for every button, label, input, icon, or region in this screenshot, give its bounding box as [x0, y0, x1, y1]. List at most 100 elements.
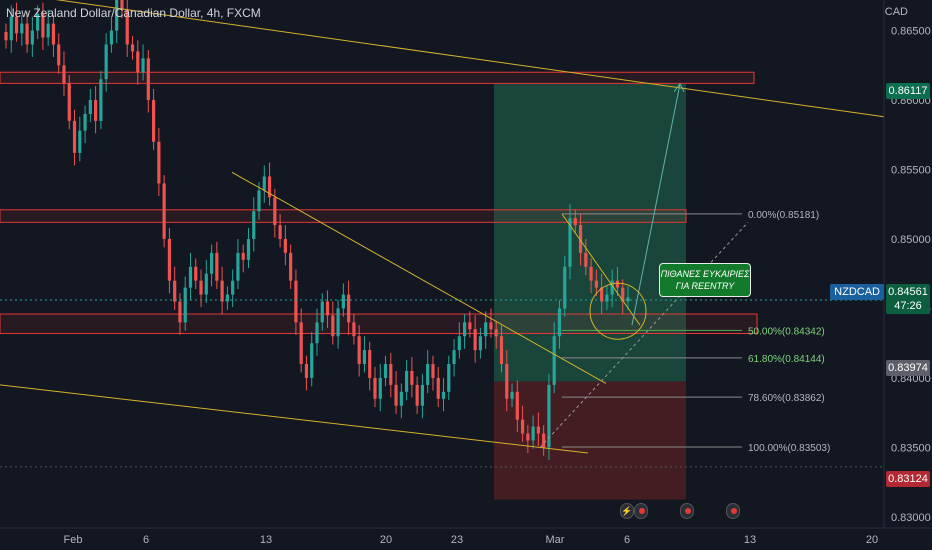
economic-event-icon[interactable] — [680, 503, 694, 519]
time-tick-label: 6 — [143, 534, 149, 546]
candle-body — [236, 252, 240, 281]
candle-body — [51, 23, 56, 45]
candle-body — [573, 218, 577, 226]
loss-zone — [494, 381, 686, 500]
candle-body — [542, 433, 546, 448]
candle-body — [373, 377, 377, 399]
candle-body — [99, 79, 103, 121]
candle-body — [136, 51, 140, 73]
candle-body — [605, 294, 609, 302]
time-tick-label: Mar — [546, 534, 565, 546]
sr-zone-box — [0, 209, 687, 223]
candle-body — [225, 294, 229, 302]
economic-event-icon[interactable] — [634, 503, 648, 519]
candle-body — [14, 16, 19, 34]
candle-body — [431, 364, 435, 378]
candle-body — [420, 384, 425, 406]
candle-body — [336, 308, 340, 337]
candle-body — [510, 391, 514, 399]
fib-level-label: 0.00%(0.85181) — [748, 210, 819, 221]
candle-body — [231, 280, 235, 295]
candle-body — [478, 336, 483, 351]
candle-body — [394, 384, 398, 406]
candle-body — [289, 252, 293, 281]
candle-body — [146, 58, 150, 101]
time-tick-label: 6 — [624, 534, 630, 546]
time-tick-label: 20 — [866, 534, 878, 546]
time-tick-label: Feb — [64, 534, 83, 546]
candle-body — [278, 225, 282, 239]
candle-body — [141, 58, 145, 73]
candle-body — [283, 238, 287, 253]
candle-body — [109, 30, 114, 45]
candle-body — [178, 301, 182, 323]
candle-body — [241, 252, 245, 260]
reentry-note-line1: ΠΙΘΑΝΕΣ ΕΥΚΑΙΡΙΕΣ — [660, 269, 750, 279]
candle-body — [568, 218, 572, 267]
candle-body — [62, 65, 66, 84]
candle-body — [399, 391, 403, 406]
candle-body — [104, 44, 108, 80]
axis-currency-label: CAD — [884, 6, 908, 18]
candle-body — [83, 113, 87, 131]
candle-body — [557, 308, 562, 337]
candle-body — [410, 370, 414, 385]
candle-body — [188, 266, 193, 288]
price-tick-label: 0.85000 — [891, 234, 931, 246]
candle-body — [273, 197, 277, 226]
chart-title: New Zealand Dollar/Canadian Dollar, 4h, … — [6, 6, 261, 20]
candle-body — [320, 301, 324, 323]
current-price-tag: 0.84561 47:26 — [886, 284, 930, 314]
candle-body — [310, 343, 314, 378]
sr-zone-box — [0, 71, 755, 84]
price-tick-label: 0.83500 — [891, 442, 931, 454]
candle-body — [167, 238, 172, 281]
candle-body — [462, 322, 467, 337]
time-tick-label: 13 — [260, 534, 272, 546]
candle-body — [72, 120, 77, 153]
candle-body — [257, 190, 261, 212]
fib-level-label: 78.60%(0.83862) — [748, 393, 825, 404]
candle-body — [415, 384, 419, 406]
candle-body — [473, 329, 477, 351]
candle-body — [383, 364, 388, 378]
trendline — [55, 0, 885, 118]
candle-body — [378, 377, 382, 399]
candle-body — [20, 23, 24, 34]
candle-body — [426, 364, 430, 385]
fib-level-label: 100.00%(0.83503) — [748, 443, 830, 454]
candle-body — [441, 391, 446, 399]
candle-body — [484, 322, 488, 337]
candle-body — [531, 426, 535, 441]
candle-body — [151, 100, 156, 142]
candle-body — [183, 287, 187, 323]
candle-body — [94, 100, 98, 121]
entry-price-tag: 0.83974 — [886, 360, 930, 376]
candle-body — [46, 23, 50, 38]
candle-body — [30, 30, 34, 45]
candle-body — [489, 322, 493, 330]
price-tick-label: 0.86500 — [891, 26, 931, 38]
candle-body — [457, 336, 461, 351]
candle-body — [626, 297, 630, 302]
candle-body — [547, 384, 551, 448]
candle-body — [615, 280, 620, 288]
candle-body — [331, 315, 335, 337]
candle-body — [584, 252, 588, 267]
candle-body — [220, 280, 224, 302]
candle-body — [505, 364, 509, 399]
candle-body — [267, 176, 272, 198]
flash-event-icon[interactable]: ⚡ — [620, 503, 634, 519]
candle-body — [436, 377, 440, 399]
candle-body — [299, 322, 303, 365]
candle-body — [57, 44, 61, 66]
candle-body — [9, 16, 13, 41]
price-tick-label: 0.85500 — [891, 165, 931, 177]
candle-body — [347, 294, 351, 323]
fib-level-label: 61.80%(0.84144) — [748, 354, 825, 365]
candle-body — [536, 426, 540, 434]
economic-event-icon[interactable] — [726, 503, 740, 519]
candle-body — [389, 364, 393, 385]
reentry-note[interactable]: ΠΙΘΑΝΕΣ ΕΥΚΑΙΡΙΕΣ ΓΙΑ REENTRY — [659, 263, 751, 297]
